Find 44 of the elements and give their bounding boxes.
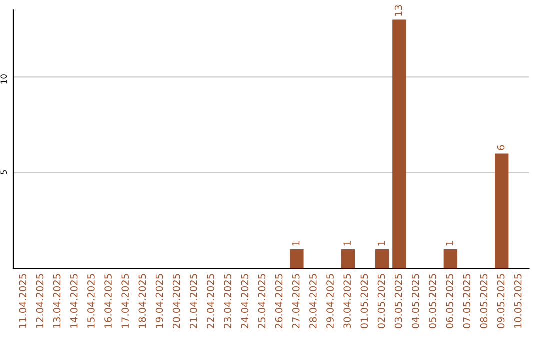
x-tick-label: 05.05.2025 <box>429 274 436 328</box>
bar <box>444 249 458 269</box>
x-tick-label: 15.04.2025 <box>88 274 95 328</box>
x-tick-label: 28.04.2025 <box>310 274 317 328</box>
x-tick-label: 27.04.2025 <box>292 274 300 328</box>
x-tick-label: 22.04.2025 <box>207 274 214 328</box>
bar <box>495 154 509 269</box>
data-label: 13 <box>394 5 402 16</box>
bar <box>376 249 390 269</box>
data-label: 6 <box>497 145 505 150</box>
x-tick-label: 21.04.2025 <box>190 274 198 328</box>
x-tick-label: 18.04.2025 <box>138 274 146 328</box>
x-tick-label: 19.04.2025 <box>156 274 164 328</box>
x-tick-label: 17.04.2025 <box>122 274 130 328</box>
x-tick-label: 16.04.2025 <box>104 274 112 328</box>
x-tick-label: 30.04.2025 <box>344 274 352 328</box>
x-tick-label: 23.04.2025 <box>224 274 232 328</box>
x-tick-label: 12.04.2025 <box>36 274 44 328</box>
x-tick-label: 14.04.2025 <box>70 274 78 328</box>
data-label: 1 <box>292 241 300 246</box>
x-tick-label: 08.05.2025 <box>480 274 488 328</box>
bar <box>392 20 406 269</box>
y-tick-label: 5 <box>0 170 8 174</box>
x-tick-label: 26.04.2025 <box>275 274 283 328</box>
x-tick-label: 24.04.2025 <box>241 274 249 328</box>
bar <box>290 249 304 269</box>
x-tick-label: 10.05.2025 <box>514 274 522 328</box>
x-tick-label: 02.05.2025 <box>378 274 386 328</box>
x-tick-label: 06.05.2025 <box>446 274 454 328</box>
data-label: 1 <box>446 241 454 246</box>
x-tick-label: 29.04.2025 <box>326 274 334 328</box>
x-tick-label: 04.05.2025 <box>412 274 420 328</box>
x-tick-label: 25.04.2025 <box>258 274 266 328</box>
x-tick-label: 01.05.2025 <box>360 274 368 328</box>
data-label: 1 <box>378 241 386 246</box>
x-tick-label: 13.04.2025 <box>53 274 61 328</box>
y-tick-label: 10 <box>0 74 8 84</box>
x-tick-label: 07.05.2025 <box>463 274 471 328</box>
x-tick-label: 09.05.2025 <box>497 274 505 328</box>
bar <box>341 249 356 269</box>
x-tick-label: 11.04.2025 <box>19 274 27 328</box>
data-label: 1 <box>344 241 351 246</box>
x-tick-label: 03.05.2025 <box>394 274 402 328</box>
x-tick-label: 20.04.2025 <box>172 274 180 328</box>
